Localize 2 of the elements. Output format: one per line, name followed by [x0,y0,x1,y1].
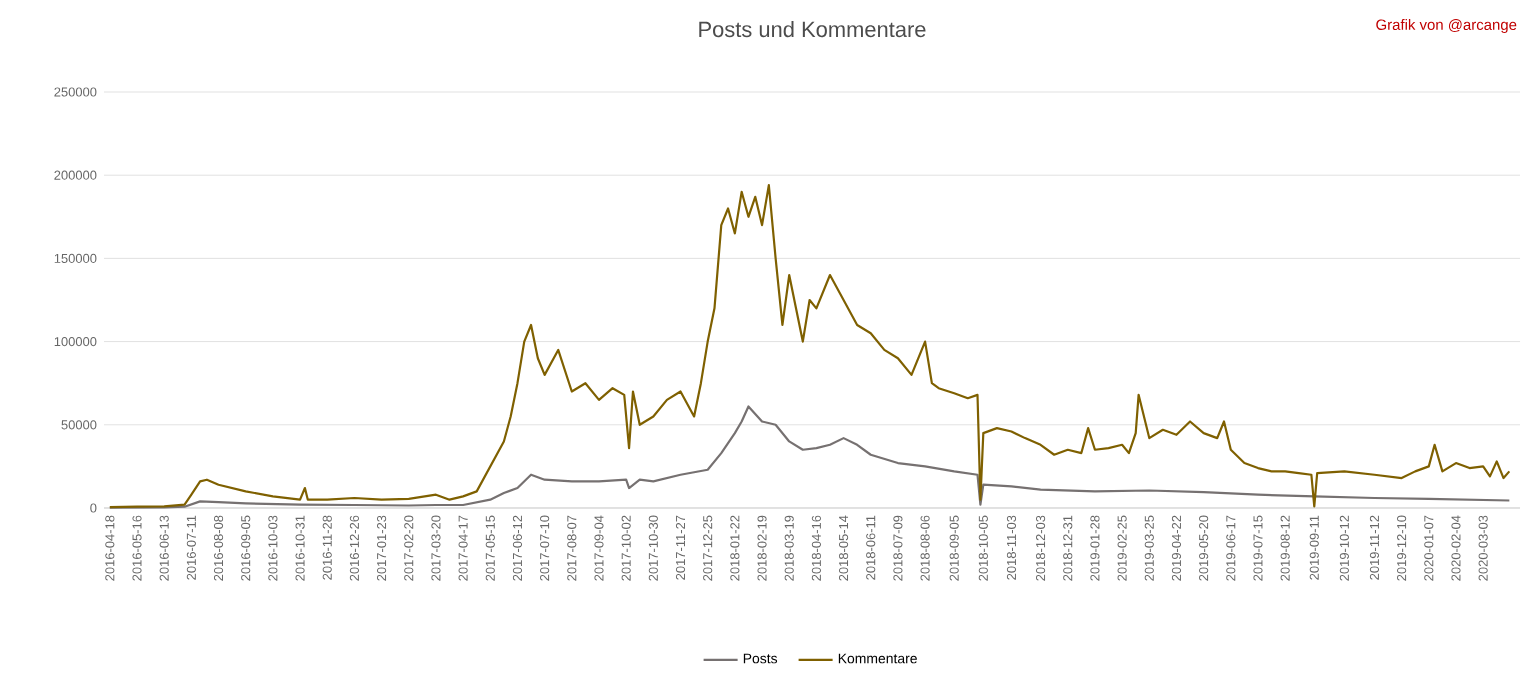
line-series [108,405,1511,509]
chart-title: Posts und Kommentare [699,21,926,38]
